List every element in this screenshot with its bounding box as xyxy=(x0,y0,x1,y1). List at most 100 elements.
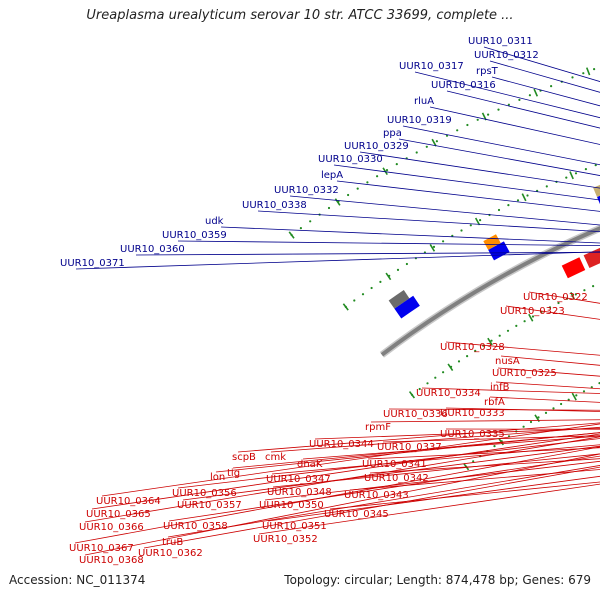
reverse-gene-label: truB xyxy=(162,537,183,548)
reverse-gene-label: UUR10_0334 xyxy=(416,388,481,399)
reverse-gene-leader xyxy=(382,435,600,443)
tick-mark xyxy=(334,198,341,206)
reverse-gene-leader xyxy=(84,453,600,556)
tick-dot xyxy=(507,204,510,207)
reverse-gene-leader xyxy=(270,426,600,453)
tick-dot xyxy=(557,301,560,305)
tick-dot xyxy=(590,386,593,389)
forward-gene-leader xyxy=(177,240,600,246)
reverse-gene-leader xyxy=(182,445,600,501)
reverse-gene-leader xyxy=(237,422,600,453)
reverse-gene-leader xyxy=(264,460,600,501)
tick-mark xyxy=(288,231,295,239)
reverse-gene-label: UUR10_0333 xyxy=(440,408,505,419)
forward-gene-label: UUR10_0316 xyxy=(431,80,496,91)
tick-dot xyxy=(567,398,570,401)
tick-dot xyxy=(582,390,586,393)
reverse-gene-label: UUR10_0341 xyxy=(362,459,427,470)
tick-dot xyxy=(592,285,595,288)
tick-dot xyxy=(425,145,428,148)
tick-dot xyxy=(385,169,389,172)
tick-dot xyxy=(476,118,479,121)
reverse-gene-leader xyxy=(143,466,600,549)
forward-gene-label: UUR10_0319 xyxy=(387,115,452,126)
tick-dot xyxy=(497,108,500,111)
forward-gene-leader xyxy=(75,251,600,270)
tick-mark xyxy=(474,217,481,226)
forward-gene-label: UUR10_0330 xyxy=(318,154,383,165)
backbone-layer xyxy=(379,224,600,358)
forward-gene-leader xyxy=(333,164,600,201)
tick-dot xyxy=(523,320,526,323)
forward-gene-label: UUR10_0359 xyxy=(162,230,227,241)
tick-dot xyxy=(575,394,578,397)
reverse-gene-label: UUR10_0352 xyxy=(253,534,318,545)
forward-gene-label: rpsT xyxy=(476,66,499,77)
forward-gene-shadow xyxy=(388,290,410,309)
tick-mark xyxy=(342,303,349,311)
reverse-gene-leader xyxy=(167,465,600,538)
reverse-gene-label: rbfA xyxy=(484,397,505,408)
tick-dot xyxy=(498,334,501,337)
reverse-gene-label: UUR10_0358 xyxy=(163,521,228,532)
forward-gene-label: UUR10_0338 xyxy=(242,200,307,211)
tick-dot xyxy=(353,299,356,302)
forward-gene-leader xyxy=(135,251,600,256)
reverse-gene-leader xyxy=(84,436,600,523)
tick-mark xyxy=(408,391,416,399)
tick-mark xyxy=(447,363,454,372)
tick-mark xyxy=(528,313,534,322)
tick-dot xyxy=(548,306,552,309)
leader-layer xyxy=(74,46,600,556)
tick-dot xyxy=(531,315,535,318)
tick-dot xyxy=(457,360,461,363)
tick-dot xyxy=(574,172,578,175)
tick-dot xyxy=(507,103,510,106)
feature-layer xyxy=(388,184,600,319)
forward-gene-shadow xyxy=(593,184,600,197)
tick-dot xyxy=(396,268,400,271)
reverse-gene-label: UUR10_0357 xyxy=(177,500,242,511)
tick-dot xyxy=(426,382,429,385)
tick-dot xyxy=(487,113,490,116)
forward-gene-label: UUR10_0311 xyxy=(468,36,533,47)
reverse-gene-label: UUR10_0365 xyxy=(86,509,151,520)
tick-dot xyxy=(515,324,518,327)
reverse-gene-label: UUR10_0364 xyxy=(96,496,161,507)
reverse-gene-label: UUR10_0335 xyxy=(440,429,505,440)
reverse-gene-label: tig xyxy=(227,468,240,479)
tick-dot xyxy=(516,199,520,202)
tick-dot xyxy=(550,85,553,88)
tick-dot xyxy=(593,68,596,71)
forward-gene-label: ppa xyxy=(383,128,402,139)
reverse-gene-label: UUR10_0362 xyxy=(138,548,203,559)
reverse-gene-leader xyxy=(369,458,600,474)
reverse-gene-label: UUR10_0345 xyxy=(324,509,389,520)
tick-dot xyxy=(537,416,540,419)
forward-gene-label: rluA xyxy=(414,96,434,107)
tick-dot xyxy=(466,355,469,358)
forward-gene-leader xyxy=(220,226,600,244)
tick-dot xyxy=(370,286,373,290)
reverse-gene-label: UUR10_0367 xyxy=(69,543,134,554)
tick-dot xyxy=(528,94,532,97)
reverse-gene-label: UUR10_0348 xyxy=(267,487,332,498)
tick-dot xyxy=(432,245,436,248)
tick-dot xyxy=(594,164,597,167)
forward-gene-label: UUR10_0332 xyxy=(274,185,339,196)
forward-gene-label: UUR10_0371 xyxy=(60,258,125,269)
tick-dot xyxy=(435,140,438,143)
reverse-gene xyxy=(561,257,586,279)
tick-dot xyxy=(522,425,525,428)
tick-dot xyxy=(552,407,555,410)
reverse-gene-label: UUR10_0342 xyxy=(364,473,429,484)
reverse-gene-label: UUR10_0356 xyxy=(172,488,237,499)
tick-dot xyxy=(506,329,510,332)
tick-mark xyxy=(571,392,577,401)
tick-dot xyxy=(418,387,421,391)
tick-dot xyxy=(584,168,588,171)
forward-gene xyxy=(394,295,420,319)
tick-dot xyxy=(529,420,533,424)
tick-dot xyxy=(490,339,493,342)
tick-dot xyxy=(574,293,577,296)
